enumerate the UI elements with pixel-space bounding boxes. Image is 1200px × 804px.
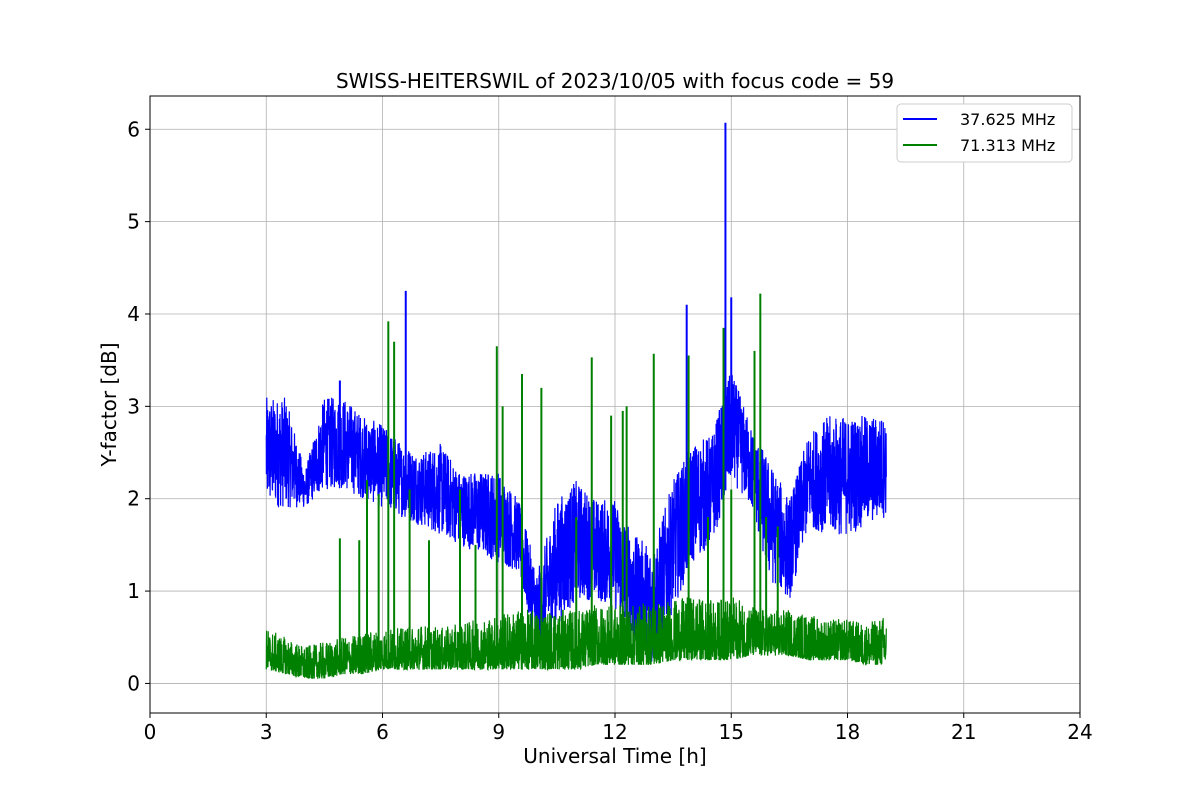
x-tick-label: 15 [719,720,744,744]
y-tick-label: 2 [127,487,140,511]
legend-box [896,103,1073,163]
x-tick-label: 21 [951,720,976,744]
x-tick-label: 3 [260,720,273,744]
legend-label-71-313: 71.313 MHz [960,136,1055,155]
legend: 37.625 MHz 71.313 MHz [896,103,1073,163]
y-tick-label: 4 [127,302,140,326]
x-axis-label: Universal Time [h] [523,744,706,768]
y-tick-label: 5 [127,210,140,234]
y-tick-label: 1 [127,579,140,603]
x-tick-label: 12 [602,720,627,744]
y-axis-label: Y-factor [dB] [97,342,121,467]
x-tick-label: 6 [376,720,389,744]
y-tick-label: 0 [127,671,140,695]
x-tick-label: 9 [492,720,505,744]
y-tick-label: 3 [127,394,140,418]
legend-label-37-625: 37.625 MHz [960,110,1055,129]
series-layer [265,122,887,679]
x-tick-label: 18 [835,720,860,744]
series-71-313-mhz [265,293,887,679]
y-tick-label: 6 [127,117,140,141]
chart-title: SWISS-HEITERSWIL of 2023/10/05 with focu… [336,69,894,93]
x-tick-label: 24 [1067,720,1092,744]
x-tick-label: 0 [144,720,157,744]
